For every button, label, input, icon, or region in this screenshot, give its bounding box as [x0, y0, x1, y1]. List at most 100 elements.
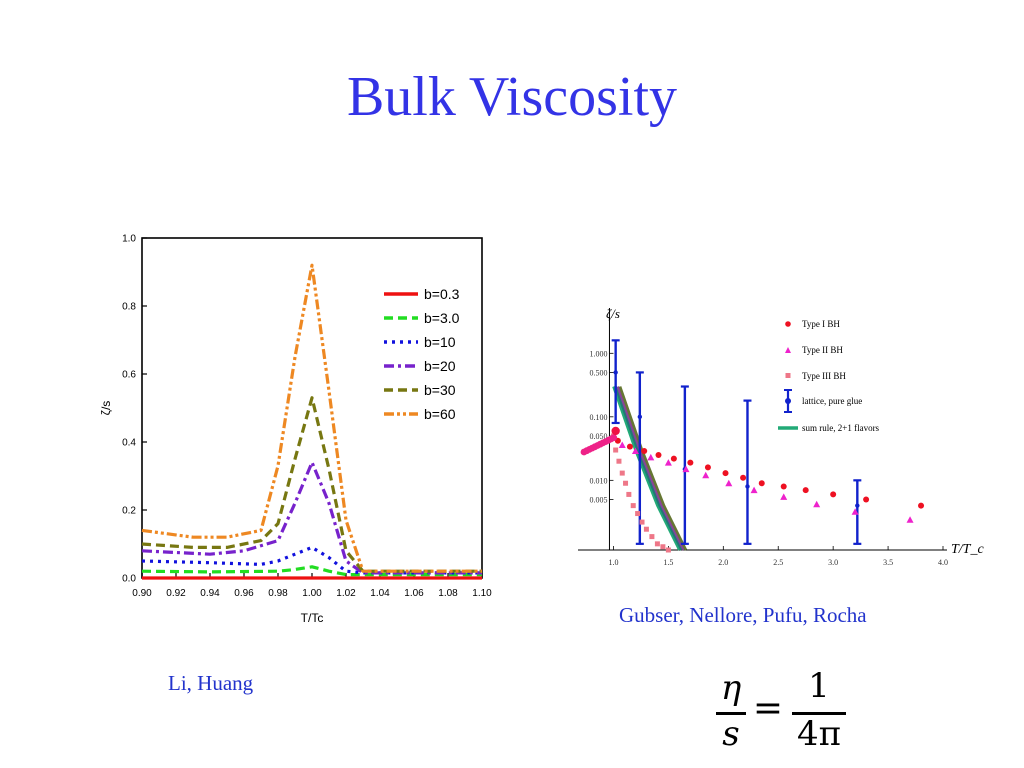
- type3-point: [626, 491, 632, 497]
- legend-label: b=3.0: [424, 310, 460, 326]
- sum-rule-curve: [616, 386, 685, 551]
- y-axis-label: ζ/s: [99, 401, 113, 416]
- legend-label: b=30: [424, 382, 456, 398]
- legend-label: b=0.3: [424, 286, 460, 302]
- y-tick-label: 0.005: [589, 495, 607, 504]
- series-line-b=60: [141, 263, 482, 573]
- x-tick-label: 0.94: [200, 588, 220, 599]
- legend-label: Type III BH: [802, 371, 846, 381]
- type1-point: [802, 487, 809, 494]
- legend-label: sum rule, 2+1 flavors: [802, 423, 880, 433]
- x-tick-label: 1.00: [302, 588, 322, 599]
- eta-over-s-formula: η s = 1 4π: [712, 664, 852, 754]
- type3-point: [635, 511, 641, 517]
- formula-equals: =: [752, 688, 784, 729]
- x-tick-label: 3.0: [828, 558, 838, 567]
- y-tick-label: 0.100: [589, 413, 607, 422]
- formula-lhs-den: s: [722, 714, 740, 754]
- y-tick-label: 0.050: [589, 432, 607, 441]
- type1-point: [780, 483, 787, 490]
- type1-point: [863, 496, 870, 503]
- sum-rule-curve: [612, 386, 681, 551]
- y-tick-label: 1.000: [589, 349, 607, 358]
- legend-swatch: [785, 373, 791, 378]
- type3-point: [639, 519, 645, 525]
- lattice-point: [745, 484, 750, 489]
- y-tick-label: 0.8: [122, 302, 136, 313]
- type1-point: [918, 502, 925, 509]
- chart-gubser: 1.0 1.5 2.0 2.5 3.0 3.5 4.0 1.000 0.500 0.100 0.05…: [578, 306, 984, 567]
- type1-point: [670, 455, 677, 462]
- y-tick-label: 0.2: [122, 506, 136, 517]
- chart-li-huang: 0.90 0.92 0.94 0.96 0.98 1.00 1.02 1.04 1.06 1.08…: [99, 234, 492, 626]
- lattice-point: [637, 414, 643, 420]
- caption-right: Gubser, Nellore, Pufu, Rocha: [619, 603, 867, 627]
- lattice-point: [613, 370, 618, 375]
- legend-label: b=60: [424, 406, 456, 422]
- legend-label: Type II BH: [802, 345, 843, 355]
- y-axis-label: ζ/s: [606, 306, 620, 321]
- type2-point: [725, 479, 733, 487]
- sum-rule-curve: [618, 386, 688, 551]
- type3-point: [649, 534, 655, 540]
- plot-frame: [141, 237, 483, 579]
- legend-swatch: [785, 398, 791, 404]
- type2-point: [682, 465, 690, 473]
- y-tick-label: 0.4: [122, 438, 136, 449]
- type1-point: [655, 452, 662, 459]
- x-axis-label: T/Tc: [301, 611, 324, 625]
- legend-label: lattice, pure glue: [802, 396, 862, 406]
- series-line-b=3.0: [141, 565, 482, 577]
- series-line-b=20: [141, 460, 482, 575]
- type2-point: [631, 447, 639, 454]
- x-tick-label: 1.5: [663, 558, 673, 567]
- type2-point: [702, 471, 710, 479]
- x-tick-label: 1.0: [608, 558, 618, 567]
- lattice-point: [855, 503, 860, 508]
- formula-lhs-bar: [716, 712, 746, 715]
- type2-point: [851, 508, 859, 515]
- type3-point: [654, 541, 660, 547]
- type1-band-point: [610, 434, 618, 442]
- type2-point: [780, 493, 788, 500]
- x-tick-label: 0.96: [234, 588, 254, 599]
- type3-point: [660, 544, 666, 550]
- legend-label: Type I BH: [802, 319, 840, 329]
- y-tick-label: 0.500: [589, 368, 607, 377]
- type1-point: [758, 480, 765, 487]
- x-tick-label: 1.10: [472, 588, 492, 599]
- slide-title: Bulk Viscosity: [346, 66, 678, 128]
- type1-point: [687, 459, 694, 466]
- type3-point: [643, 526, 649, 532]
- type3-point: [623, 480, 629, 486]
- legend-swatch: [785, 321, 791, 327]
- type3-point: [630, 503, 636, 509]
- type1-point: [740, 474, 747, 481]
- type1-point: [722, 470, 729, 477]
- legend-swatch: [785, 347, 791, 353]
- x-tick-label: 3.5: [883, 558, 893, 567]
- legend-label: b=10: [424, 334, 456, 350]
- type2-point: [906, 516, 914, 523]
- formula-rhs-num: 1: [808, 666, 830, 706]
- x-tick-label: 1.04: [370, 588, 390, 599]
- type2-point: [618, 441, 626, 448]
- x-tick-label: 1.06: [404, 588, 424, 599]
- sum-rule-curve: [614, 386, 683, 551]
- x-tick-label: 0.90: [132, 588, 152, 599]
- y-tick-label: 1.0: [122, 234, 136, 245]
- type1-point: [830, 491, 837, 498]
- x-tick-label: 1.08: [438, 588, 458, 599]
- type1-point: [641, 447, 648, 454]
- type2-point: [647, 453, 655, 461]
- type3-point: [619, 470, 625, 476]
- x-tick-label: 0.98: [268, 588, 288, 599]
- type1-point: [626, 443, 633, 450]
- type1-point: [704, 464, 711, 471]
- type2-point: [750, 486, 758, 494]
- formula-lhs-num: η: [720, 668, 742, 708]
- type3-point: [665, 547, 671, 553]
- type3-point: [616, 458, 622, 464]
- caption-left: Li, Huang: [168, 671, 254, 695]
- x-tick-label: 4.0: [938, 558, 948, 567]
